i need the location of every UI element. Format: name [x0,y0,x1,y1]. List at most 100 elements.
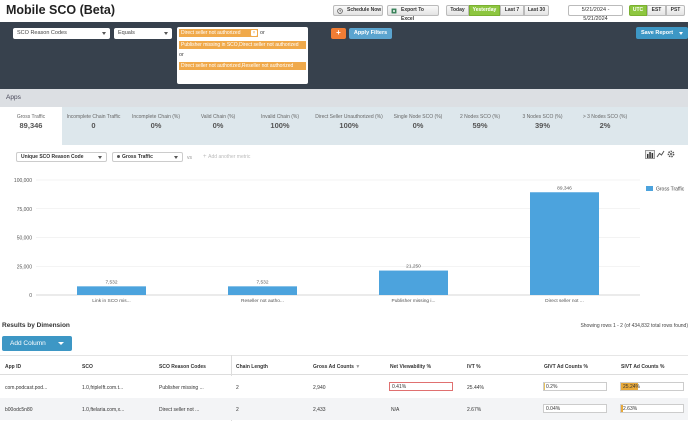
results-panel: Results by Dimension Showing rows 1 - 2 … [0,321,688,421]
excel-icon [391,8,397,13]
column-header-sivt[interactable]: SIVT Ad Counts % [621,364,665,370]
metric-select[interactable]: Gross Traffic [112,152,183,162]
y-tick-label: 100,000 [14,178,32,184]
metric-value: 2% [599,121,611,130]
metric-label: Gross Traffic [16,114,46,120]
metric-tile[interactable]: Direct Seller Unauthorized (%) 100% [311,107,387,145]
metric-value: 100% [339,121,359,130]
tz-utc-label: UTC [632,7,644,13]
metric-value: 0% [150,121,162,130]
metric-tile[interactable]: Incomplete Chain Traffic 0 [62,107,125,145]
range-today-button[interactable]: Today [446,5,469,16]
column-header-chain-length[interactable]: Chain Length [236,364,268,370]
metric-tile[interactable]: 3 Nodes SCO (%) 39% [511,107,574,145]
bar-chart-icon[interactable] [645,150,655,159]
column-header-sco-reason[interactable]: SCO Reason Codes [159,364,206,370]
column-header-ivt[interactable]: IVT % [467,364,481,370]
tz-utc-button[interactable]: UTC [629,5,647,16]
y-tick-label: 25,000 [17,264,33,270]
metric-tile[interactable]: > 3 Nodes SCO (%) 2% [574,107,636,145]
metric-tile[interactable]: Gross Traffic 89,346 [0,107,62,145]
metric-label: Direct Seller Unauthorized (%) [315,114,383,120]
range-last30-label: Last 30 [527,7,546,13]
add-another-metric-link[interactable]: + Add another metric [203,154,250,160]
data-label: 7,532 [105,279,117,285]
cell-sivt-text: 25.24% [623,384,640,390]
table-row[interactable]: com.podcast.pod... 1.0,fripleIft.com.t..… [0,376,688,398]
cell-gross-ad-counts: 2,433 [313,407,326,413]
metric-tile[interactable]: Single Node SCO (%) 0% [387,107,449,145]
results-table-header: App ID SCO SCO Reason Codes Chain Length… [0,355,688,375]
add-column-button[interactable]: Add Column [2,336,72,351]
date-range-picker[interactable]: 5/21/2024 - 5/21/2024 [568,5,623,22]
vs-label: vs [187,155,192,161]
bar-chart: 100,000 75,000 50,000 25,000 0 7,532 Link in S… [14,178,685,304]
column-header-givt[interactable]: GIVT Ad Counts % [544,364,588,370]
metric-tile[interactable]: Invalid Chain (%) 100% [249,107,311,145]
filter-values-box[interactable]: Direct seller not authorized × or Publis… [177,27,308,84]
filter-operator-select[interactable]: Equals [114,28,172,39]
y-tick-label: 0 [29,293,32,299]
cell-sivt-text: 2.63% [623,406,638,412]
add-column-label: Add Column [10,340,46,347]
cell-app-id: com.podcast.pod... [5,385,48,391]
filter-field-select[interactable]: SCO Reason Codes [13,28,110,39]
close-icon[interactable]: × [251,30,257,36]
metric-label: Incomplete Chain (%) [131,114,181,120]
chart-bar [530,192,599,295]
dimension-value: Unique SCO Reason Code [21,154,84,160]
filter-value-tag[interactable]: Publisher missing in SCO,Direct seller n… [179,41,306,49]
metric-label: Single Node SCO (%) [393,114,443,120]
export-excel-button[interactable]: Export To Excel [387,5,439,22]
column-header-app-id[interactable]: App ID [5,364,22,370]
add-filter-button[interactable]: + [331,28,346,39]
metric-label: Incomplete Chain Traffic [66,114,121,120]
range-last30-button[interactable]: Last 30 [524,5,549,16]
filter-value-tag[interactable]: Direct seller not authorized × [179,29,258,37]
chevron-down-icon [98,156,102,159]
range-last7-button[interactable]: Last 7 [500,5,524,16]
filter-value-tag[interactable]: Direct seller not authorized,Reseller no… [179,62,306,70]
metric-value: Gross Traffic [122,154,153,160]
clock-icon [337,7,343,14]
save-report-button[interactable]: Save Report [636,27,688,39]
x-tick-label: Publisher missing i... [392,298,436,304]
column-header-gross-ad-counts[interactable]: Gross Ad Counts ▼ [313,364,360,370]
chevron-down-icon [102,32,106,35]
data-label: 21,250 [406,264,421,270]
range-last7-label: Last 7 [504,7,520,13]
table-row[interactable]: b00odc5n80 1.0,ftelaria.com,x... Direct … [0,398,688,420]
tz-pst-button[interactable]: PST [666,5,685,16]
tz-est-button[interactable]: EST [647,5,666,16]
settings-icon[interactable] [667,150,676,159]
bullet-icon [117,155,120,159]
cell-ivt: 25.44% [467,385,484,391]
line-chart-icon[interactable] [656,150,666,159]
cell-givt-text: 0.04% [546,406,561,412]
filter-operator-value: Equals [118,30,135,36]
filter-value-tag-text: Publisher missing in SCO,Direct seller n… [181,42,299,48]
filter-field-value: SCO Reason Codes [17,30,67,36]
chevron-down-icon [174,156,178,159]
metric-tile[interactable]: Valid Chain (%) 0% [187,107,249,145]
x-tick-label: Direct seller not ... [545,298,584,304]
metric-value: 0% [412,121,424,130]
cell-reason: Direct seller not ... [159,407,200,413]
metric-label: > 3 Nodes SCO (%) [582,114,628,120]
column-header-gross-ad-counts-label: Gross Ad Counts [313,364,354,370]
legend-label: Gross Traffic [656,187,685,193]
schedule-now-label: Schedule Now [347,7,382,13]
column-header-sco[interactable]: SCO [82,364,93,370]
chart-bar [379,270,448,295]
chevron-down-icon [58,342,64,345]
schedule-now-button[interactable]: Schedule Now [333,5,383,16]
metric-tile[interactable]: Incomplete Chain (%) 0% [125,107,187,145]
range-yesterday-button[interactable]: Yesterday [469,5,500,16]
metric-tile[interactable]: 2 Nodes SCO (%) 59% [449,107,511,145]
page-title: Mobile SCO (Beta) [6,3,116,17]
y-tick-label: 75,000 [17,207,33,213]
dimension-select[interactable]: Unique SCO Reason Code [16,152,107,162]
column-header-net-viewability[interactable]: Net Viewability % [390,364,432,370]
apply-filters-button[interactable]: Apply Filters [349,28,392,39]
cell-viewability: 0.41% [389,382,453,391]
